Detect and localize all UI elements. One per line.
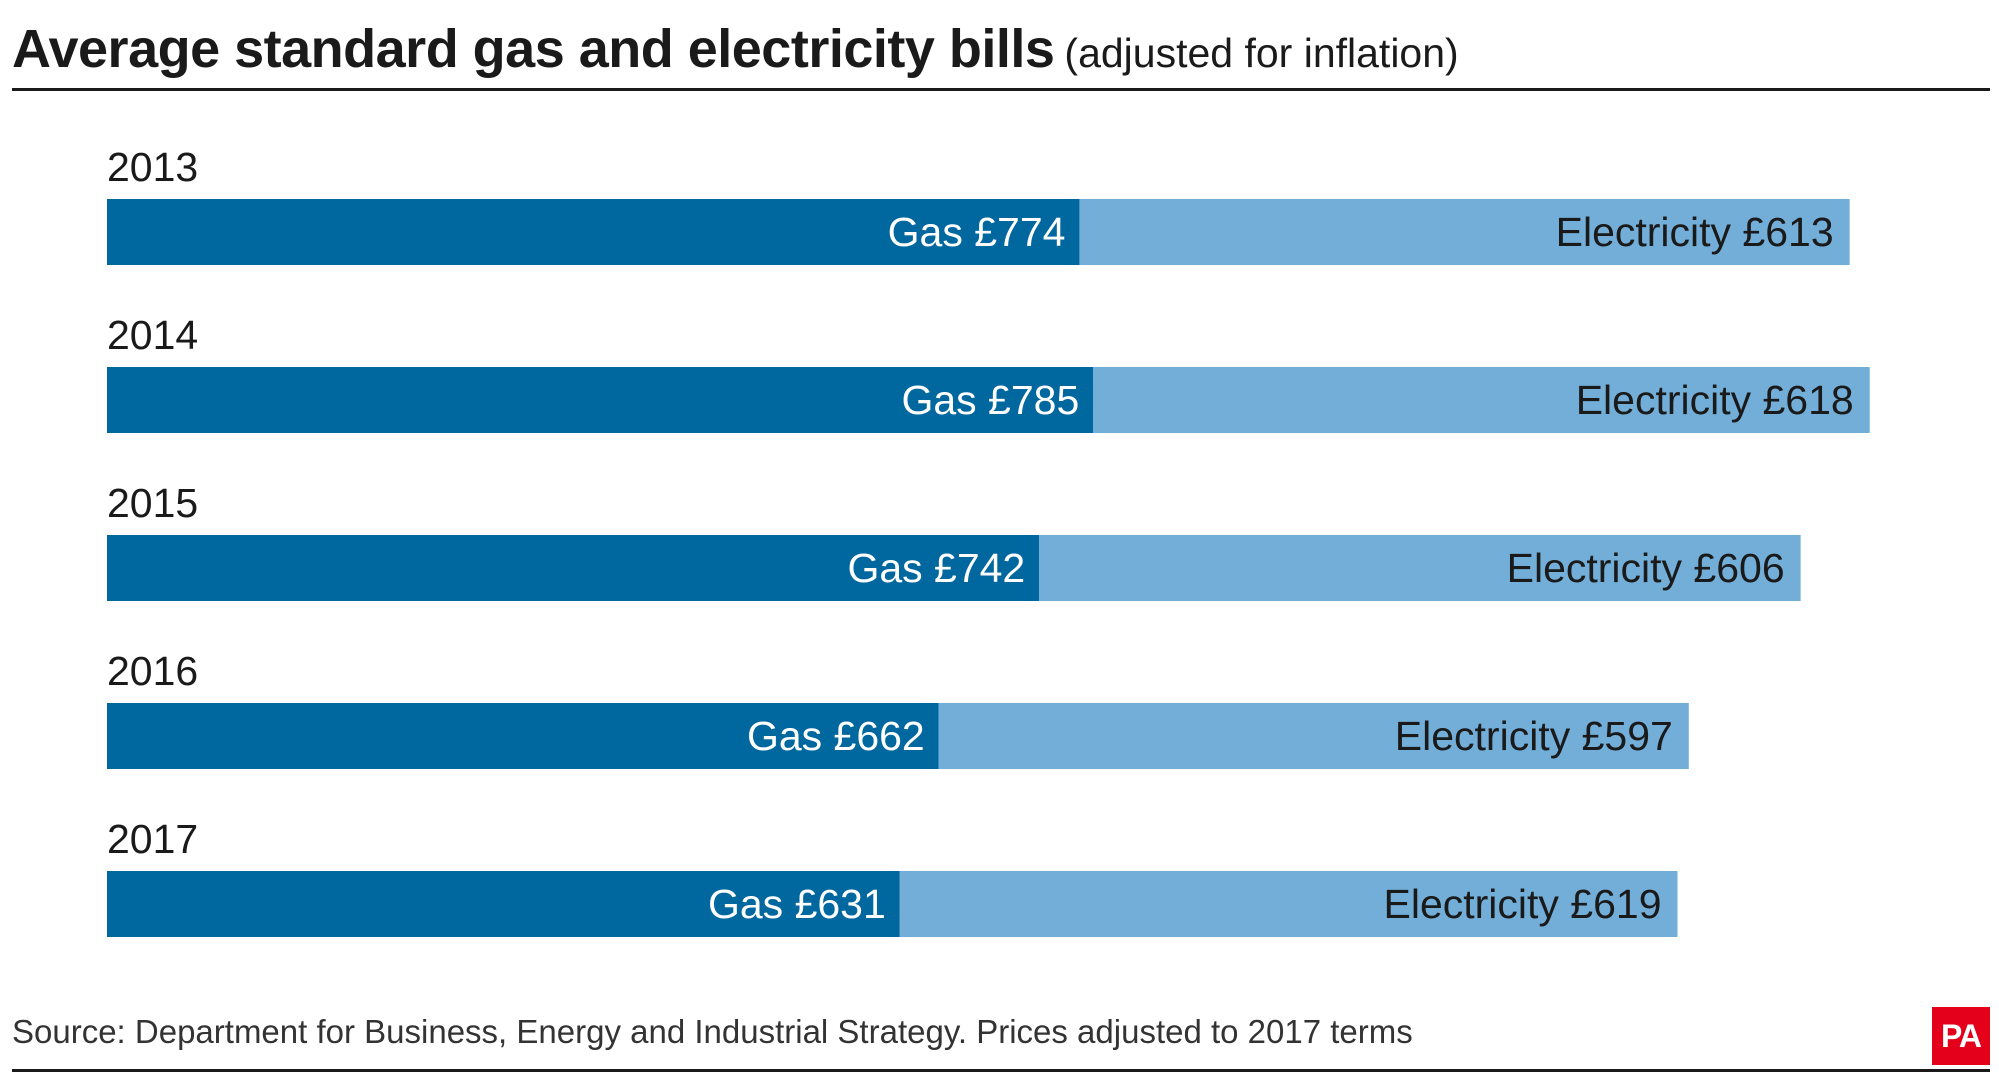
pa-logo: PA [1932, 1007, 1990, 1065]
chart-title: Average standard gas and electricity bil… [12, 19, 1055, 79]
footer-divider [12, 1069, 1990, 1072]
electricity-value-label: Electricity £597 [1395, 713, 1673, 759]
gas-value-label: Gas £774 [888, 209, 1066, 255]
year-label: 2014 [107, 312, 198, 358]
electricity-value-label: Electricity £618 [1576, 377, 1854, 423]
gas-bar [107, 367, 1094, 433]
year-label: 2013 [107, 144, 198, 190]
pa-logo-text: PA [1940, 1017, 1982, 1054]
electricity-value-label: Electricity £613 [1556, 209, 1834, 255]
gas-bar [107, 703, 939, 769]
gas-bar [107, 871, 900, 937]
gas-value-label: Gas £662 [747, 713, 925, 759]
electricity-bar [1079, 199, 1850, 265]
title-divider [12, 88, 1990, 91]
electricity-bar [899, 871, 1678, 937]
gas-value-label: Gas £785 [901, 377, 1079, 423]
gas-value-label: Gas £631 [708, 881, 886, 927]
year-label: 2015 [107, 480, 198, 526]
electricity-value-label: Electricity £619 [1383, 881, 1661, 927]
gas-bar [107, 199, 1080, 265]
source-note: Source: Department for Business, Energy … [12, 1013, 1413, 1050]
gas-bar [107, 535, 1040, 601]
electricity-bar [1093, 367, 1870, 433]
year-label: 2017 [107, 816, 198, 862]
electricity-bar [1039, 535, 1801, 601]
year-label: 2016 [107, 648, 198, 694]
chart-title-row: Average standard gas and electricity bil… [12, 18, 1459, 80]
electricity-bar [938, 703, 1689, 769]
gas-value-label: Gas £742 [847, 545, 1025, 591]
chart-subtitle: (adjusted for inflation) [1064, 30, 1459, 76]
stacked-bar-chart: 2013 Gas £774 Electricity £613 2014 Gas £785… [107, 144, 1870, 937]
electricity-value-label: Electricity £606 [1507, 545, 1785, 591]
